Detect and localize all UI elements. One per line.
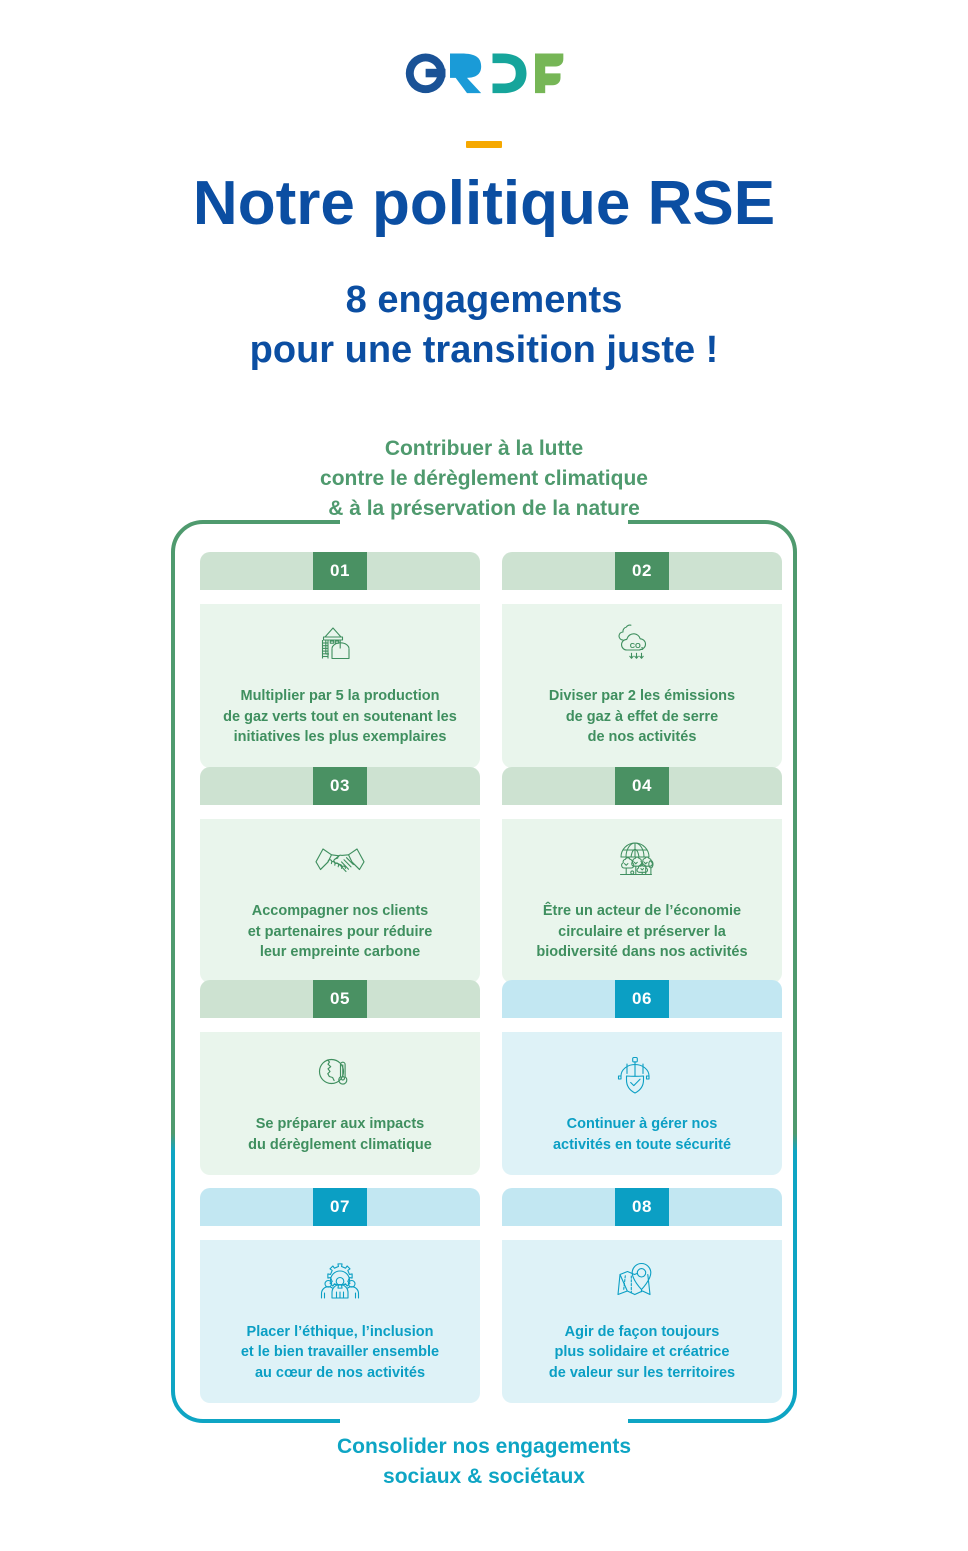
svg-text:2: 2: [641, 646, 644, 652]
svg-text:CO: CO: [630, 641, 641, 650]
